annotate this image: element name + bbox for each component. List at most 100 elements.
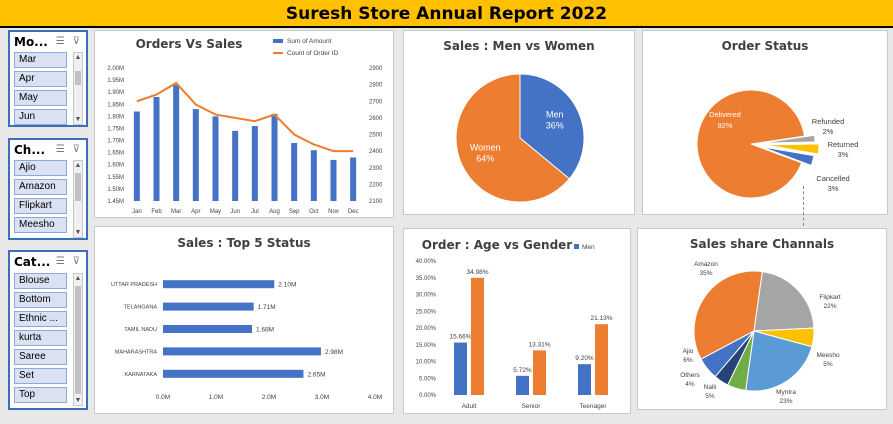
- slice-value-label: 92%: [717, 121, 732, 130]
- month-slicer[interactable]: Mo... ☰ ⊽ Mar Apr May Jun ▲ ▼: [8, 30, 88, 127]
- y-tick-label: 40.00%: [416, 259, 437, 265]
- y-tick-label: 5.00%: [419, 376, 437, 382]
- legend-swatch-sum-of-amount: [273, 39, 283, 43]
- scroll-thumb[interactable]: [75, 173, 81, 201]
- bar-women: [533, 350, 546, 395]
- data-label: 5.72%: [513, 367, 532, 374]
- slicer-item[interactable]: kurta: [14, 330, 67, 346]
- data-label: 15.66%: [449, 334, 471, 341]
- legend-label: Men: [582, 244, 595, 251]
- top5-states-card: Sales : Top 5 Status UTTAR PRADESH 2.10M T…: [94, 226, 394, 414]
- legend-label: Sum of Amount: [287, 38, 332, 45]
- slicer-item[interactable]: Set: [14, 368, 67, 384]
- x-tick-label: 2.0M: [262, 394, 276, 401]
- age-vs-gender-chart: 0.00% 5.00% 10.00% 15.00% 20.00% 25.00% 30.00%…: [416, 244, 613, 410]
- category-slicer-scrollbar[interactable]: ▲ ▼: [73, 273, 83, 406]
- line-count-of-order-id: [136, 81, 354, 153]
- pie-slice-ajio: [700, 330, 755, 378]
- slicer-item[interactable]: Meesho: [14, 217, 67, 233]
- clear-filter-icon[interactable]: ⊽: [72, 144, 80, 155]
- scroll-down-icon[interactable]: ▼: [74, 229, 82, 236]
- x-tick-label: Apr: [191, 209, 200, 215]
- y-tick-label: TELANGANA: [124, 305, 158, 311]
- y-tick-label: 0.00%: [419, 393, 437, 399]
- slicer-item[interactable]: Saree: [14, 349, 67, 365]
- slicer-item[interactable]: Bottom: [14, 292, 67, 308]
- y-right-tick-label: 2400: [369, 149, 383, 155]
- bar-women: [471, 277, 484, 395]
- slicer-item[interactable]: Top: [14, 387, 67, 403]
- chart-title: Sales share Channals: [689, 237, 835, 251]
- x-tick-label: Jul: [251, 209, 259, 215]
- slice-label: Ajio: [683, 348, 694, 355]
- slice-label: Cancelled: [816, 174, 849, 183]
- slice-label: Nalli: [704, 384, 717, 391]
- x-tick-label: 0.0M: [156, 394, 170, 401]
- scroll-up-icon[interactable]: ▲: [74, 162, 82, 169]
- scroll-up-icon[interactable]: ▲: [74, 275, 82, 282]
- slice-value-label: 64%: [476, 153, 494, 163]
- chart-title: Order : Age vs Gender: [421, 238, 573, 252]
- pie-slice-delivered: [696, 89, 805, 199]
- multi-select-icon[interactable]: ☰: [55, 256, 65, 267]
- y-right-tick-label: 2900: [369, 66, 383, 72]
- scroll-down-icon[interactable]: ▼: [74, 397, 82, 404]
- y-tick-label: 15.00%: [416, 343, 437, 349]
- slicer-item[interactable]: Apr: [14, 71, 67, 87]
- slicer-item[interactable]: Jun: [14, 109, 67, 125]
- scroll-up-icon[interactable]: ▲: [74, 54, 82, 61]
- multi-select-icon[interactable]: ☰: [55, 144, 65, 155]
- bar-state: [163, 347, 321, 356]
- pie-slice-refunded: [760, 134, 816, 144]
- y-left-tick-label: 2.00M: [107, 66, 124, 72]
- slicer-item[interactable]: Amazon: [14, 179, 67, 195]
- slicer-item[interactable]: May: [14, 90, 67, 106]
- bar-men: [578, 364, 591, 395]
- channels-chart: Amazon 35% Flipkart 22% Meesho 5% Myntra 23% Nal…: [680, 261, 841, 405]
- clear-filter-icon[interactable]: ⊽: [72, 256, 80, 267]
- y-right-tick-label: 2100: [369, 199, 383, 205]
- x-tick-label: Mar: [171, 209, 181, 215]
- bar-sum-of-amount: [271, 113, 278, 201]
- category-slicer-title: Cat...: [14, 255, 51, 269]
- bar-sum-of-amount: [173, 84, 180, 201]
- channel-slicer-scrollbar[interactable]: ▲ ▼: [73, 160, 83, 238]
- channel-slicer[interactable]: Ch... ☰ ⊽ Ajio Amazon Flipkart Meesho ▲ ▼: [8, 138, 88, 240]
- slicer-item[interactable]: Ethnic ...: [14, 311, 67, 327]
- y-tick-label: UTTAR PRADESH: [111, 282, 157, 288]
- chart-title: Order Status: [721, 39, 809, 53]
- y-right-tick-label: 2800: [369, 83, 383, 89]
- men-vs-women-card: Sales : Men vs Women Men 36% Women 64%: [403, 30, 635, 215]
- slice-label: Amazon: [694, 261, 718, 268]
- x-tick-label: Teenager: [579, 403, 607, 410]
- x-tick-label: 3.0M: [315, 394, 329, 401]
- orders-vs-sales-chart: 1.45M 1.50M 1.55M 1.60M 1.65M 1.70M 1.75M 1.80M…: [107, 38, 383, 215]
- pie-slice-amazon: [693, 270, 763, 360]
- scroll-thumb[interactable]: [75, 71, 81, 85]
- y-right-tick-label: 2600: [369, 116, 383, 122]
- slicer-item[interactable]: Mar: [14, 52, 67, 68]
- slicer-item[interactable]: Ajio: [14, 160, 67, 176]
- y-right-tick-label: 2200: [369, 182, 383, 188]
- slicer-item[interactable]: Blouse: [14, 273, 67, 289]
- multi-select-icon[interactable]: ☰: [55, 36, 65, 47]
- slice-label: Delivered: [709, 110, 741, 119]
- pie-slice-men: [519, 73, 585, 180]
- y-left-tick-label: 1.90M: [107, 90, 124, 96]
- x-tick-label: Senior: [522, 403, 542, 410]
- x-tick-label: Oct: [309, 209, 319, 215]
- x-tick-label: 1.0M: [209, 394, 223, 401]
- scroll-thumb[interactable]: [75, 286, 81, 394]
- bar-sum-of-amount: [133, 111, 140, 201]
- order-status-card: Order Status Delivered 92% Refunded 2% Retur…: [642, 30, 888, 215]
- clear-filter-icon[interactable]: ⊽: [72, 36, 80, 47]
- month-slicer-scrollbar[interactable]: ▲ ▼: [73, 52, 83, 125]
- slice-label: Refunded: [812, 117, 845, 126]
- orders-vs-sales-card: Orders Vs Sales 1.45M 1.50M 1.55M 1.60M 1.65…: [94, 30, 394, 218]
- category-slicer[interactable]: Cat... ☰ ⊽ Blouse Bottom Ethnic ... kurta…: [8, 250, 88, 410]
- scroll-down-icon[interactable]: ▼: [74, 116, 82, 123]
- chart-title: Orders Vs Sales: [135, 37, 243, 51]
- slicer-item[interactable]: Flipkart: [14, 198, 67, 214]
